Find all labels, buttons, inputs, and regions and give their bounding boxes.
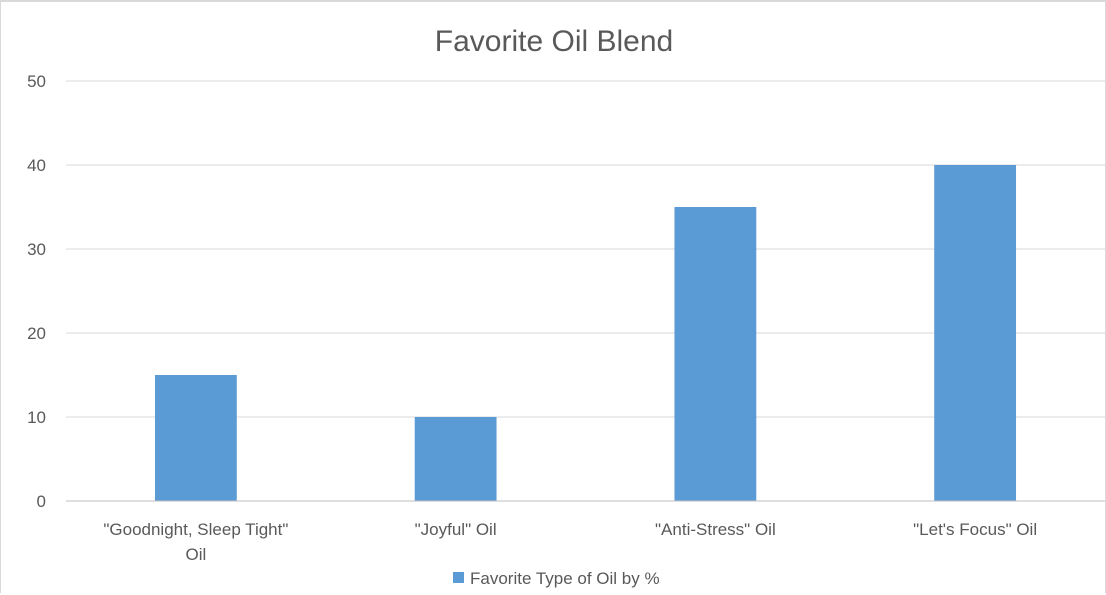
x-category-label: Oil bbox=[185, 545, 206, 564]
y-axis-tick-labels: 0 10 20 30 40 50 bbox=[27, 72, 46, 511]
y-tick-label: 0 bbox=[37, 492, 46, 511]
gridlines bbox=[66, 80, 1105, 418]
x-axis-category-labels: "Goodnight, Sleep Tight" Oil "Joyful" Oil "… bbox=[103, 520, 1037, 564]
x-category-label: "Let's Focus" Oil bbox=[913, 520, 1037, 539]
bar bbox=[674, 207, 757, 501]
bar bbox=[154, 375, 237, 501]
bar bbox=[934, 165, 1017, 501]
bar bbox=[414, 417, 497, 501]
legend-label: Favorite Type of Oil by % bbox=[470, 569, 660, 588]
x-category-label: "Joyful" Oil bbox=[415, 520, 497, 539]
x-category-label: "Goodnight, Sleep Tight" bbox=[103, 520, 288, 539]
chart-title: Favorite Oil Blend bbox=[435, 25, 673, 58]
legend: Favorite Type of Oil by % bbox=[453, 569, 660, 588]
y-tick-label: 50 bbox=[27, 72, 46, 91]
legend-swatch bbox=[453, 572, 464, 583]
y-tick-label: 10 bbox=[27, 408, 46, 427]
y-tick-label: 20 bbox=[27, 324, 46, 343]
bars bbox=[154, 165, 1017, 501]
x-category-label: "Anti-Stress" Oil bbox=[655, 520, 776, 539]
y-tick-label: 40 bbox=[27, 156, 46, 175]
y-tick-label: 30 bbox=[27, 240, 46, 259]
